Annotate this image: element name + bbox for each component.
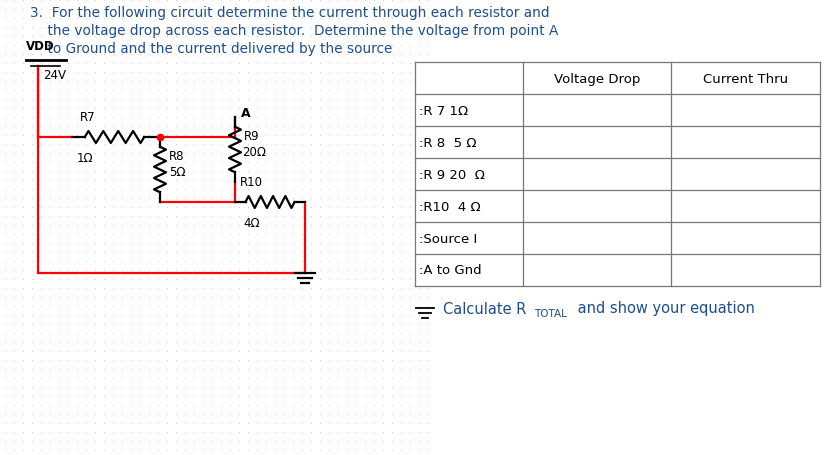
Text: :R 7 1Ω: :R 7 1Ω — [419, 104, 468, 117]
Text: :A to Gnd: :A to Gnd — [419, 264, 482, 277]
Text: 5Ω: 5Ω — [169, 166, 186, 179]
Text: :Source I: :Source I — [419, 232, 477, 245]
Text: VDD: VDD — [26, 40, 54, 53]
Text: R8: R8 — [169, 150, 185, 162]
Text: Calculate R: Calculate R — [443, 301, 526, 316]
Text: and show your equation: and show your equation — [573, 301, 755, 316]
Text: 20Ω: 20Ω — [242, 146, 266, 159]
Text: 4Ω: 4Ω — [243, 217, 260, 229]
Text: to Ground and the current delivered by the source: to Ground and the current delivered by t… — [30, 42, 393, 56]
Text: the voltage drop across each resistor.  Determine the voltage from point A: the voltage drop across each resistor. D… — [30, 24, 559, 38]
Text: R7: R7 — [80, 111, 96, 124]
Text: 3.  For the following circuit determine the current through each resistor and: 3. For the following circuit determine t… — [30, 6, 549, 20]
Text: R9: R9 — [244, 130, 260, 143]
Text: R10: R10 — [240, 176, 263, 188]
Bar — [415, 63, 820, 286]
Text: Voltage Drop: Voltage Drop — [554, 72, 640, 86]
Text: 24V: 24V — [43, 69, 66, 82]
Text: :R10  4 Ω: :R10 4 Ω — [419, 200, 481, 213]
Text: 1Ω: 1Ω — [77, 152, 93, 165]
Text: TOTAL: TOTAL — [534, 308, 567, 318]
Text: :R 9 20  Ω: :R 9 20 Ω — [419, 168, 485, 181]
Text: A: A — [241, 107, 251, 120]
Text: :R 8  5 Ω: :R 8 5 Ω — [419, 136, 477, 149]
Text: Current Thru: Current Thru — [703, 72, 788, 86]
